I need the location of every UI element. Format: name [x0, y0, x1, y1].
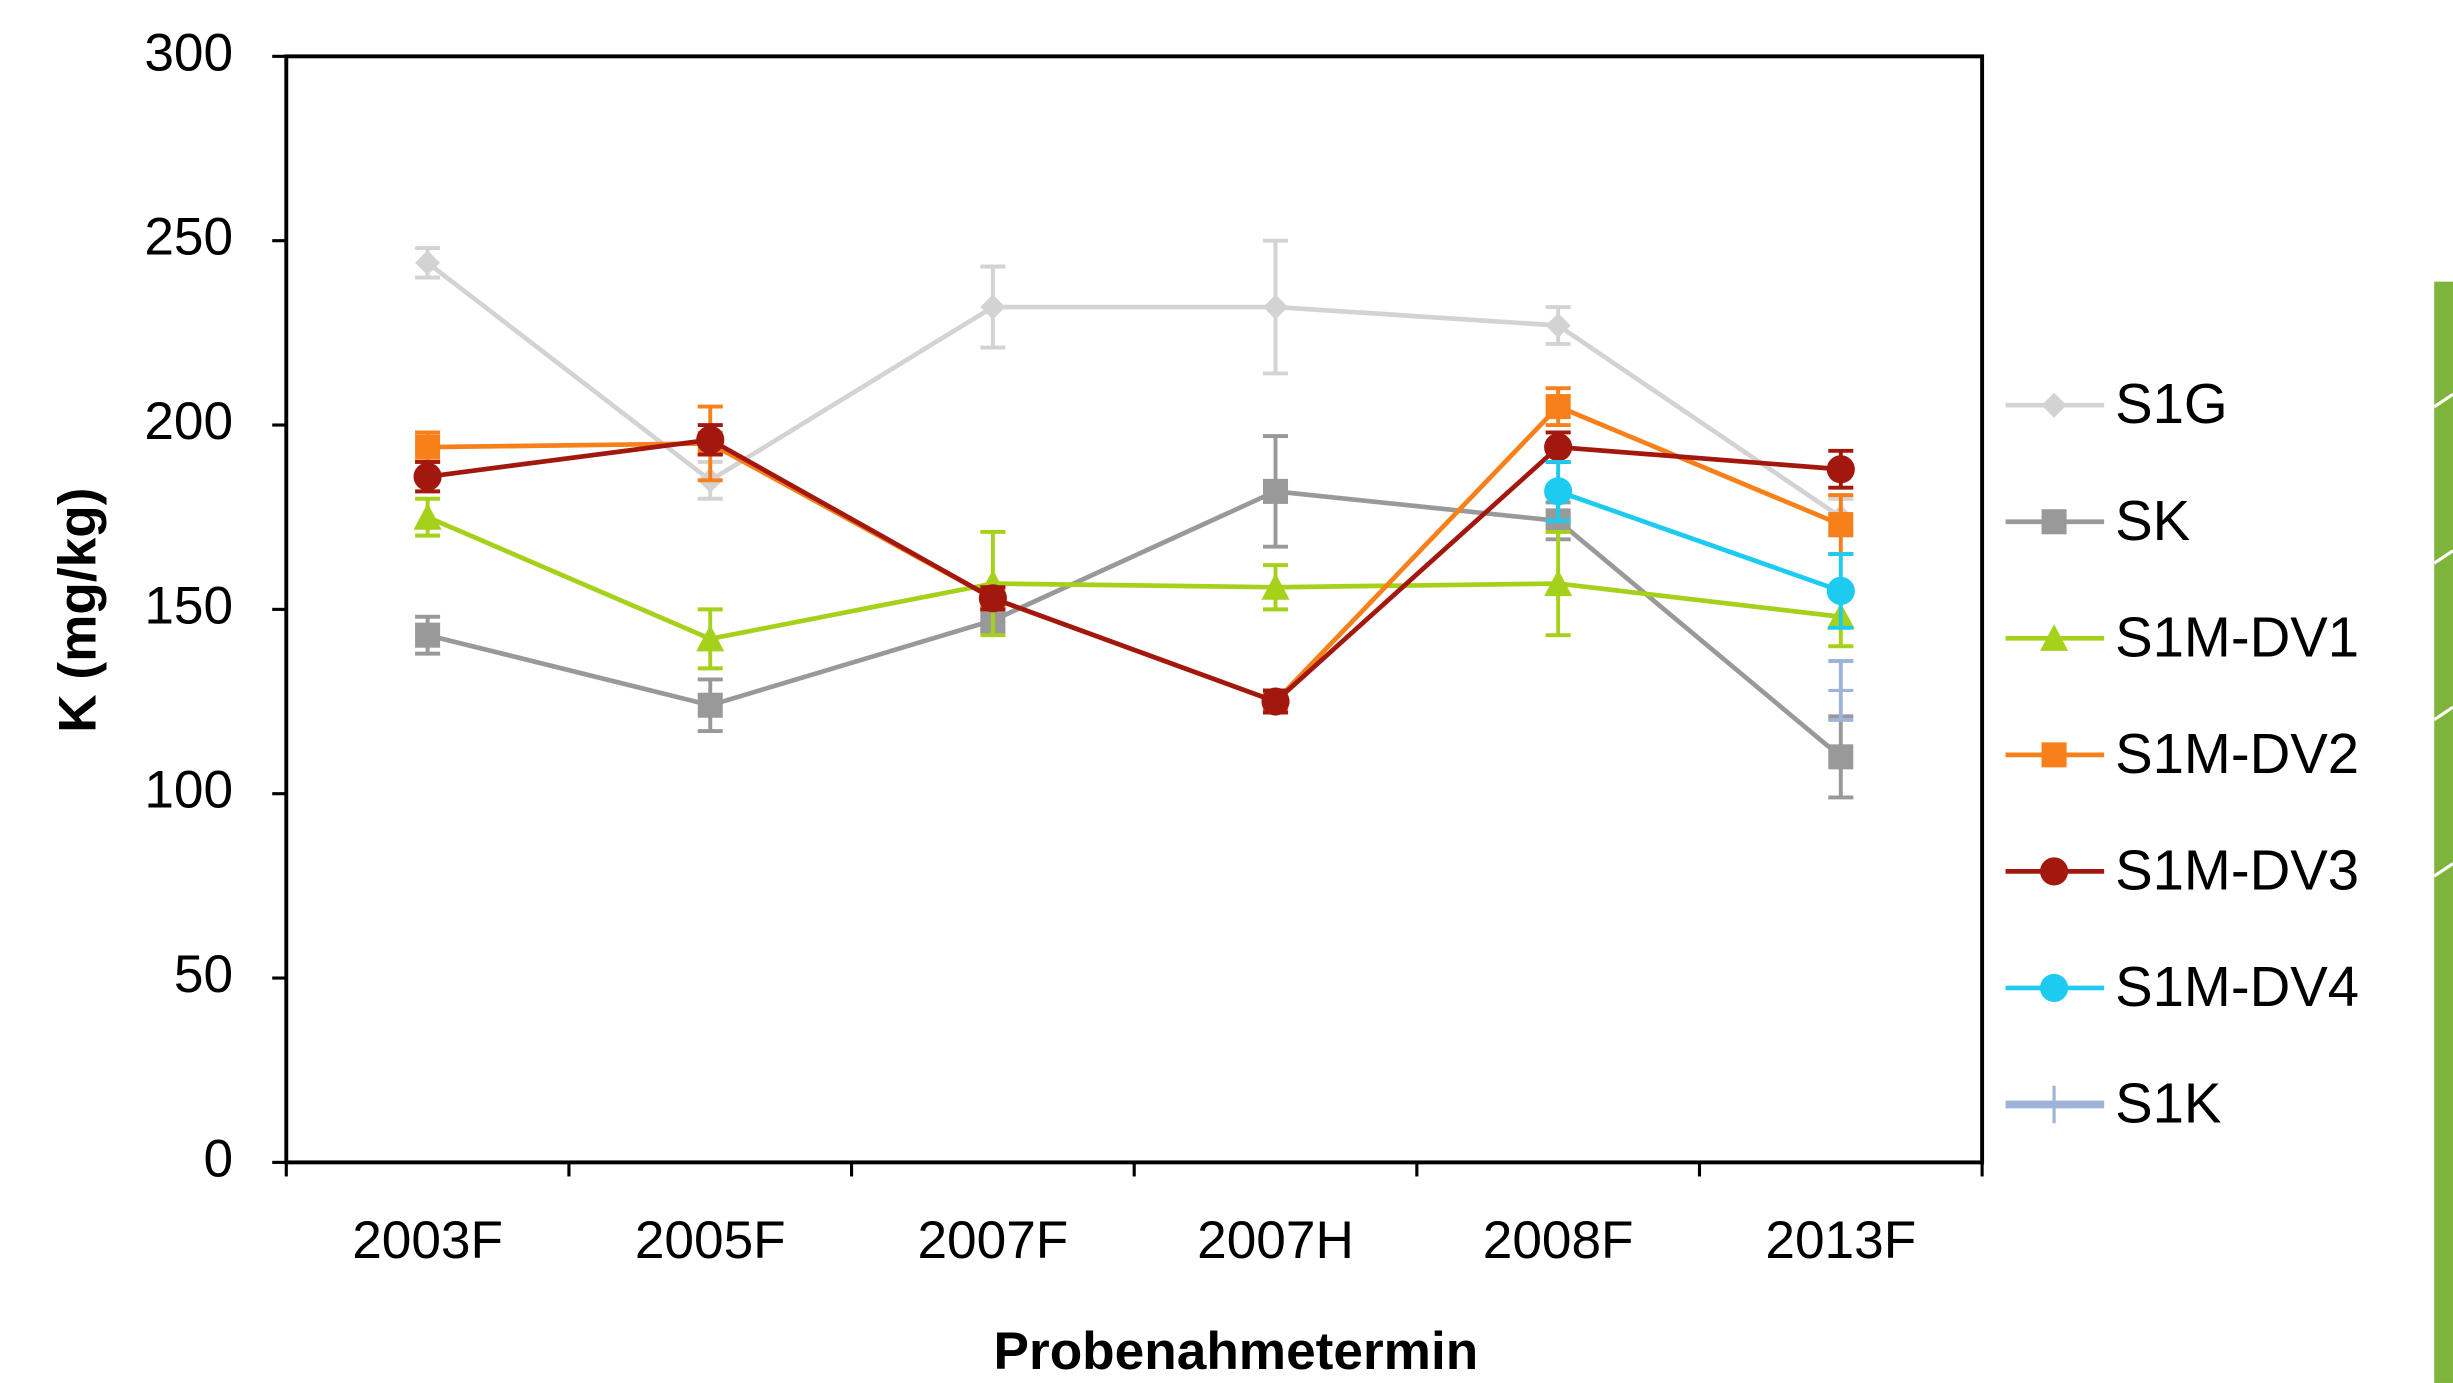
marker	[1544, 433, 1572, 461]
legend-label: S1M-DV1	[2115, 605, 2359, 668]
marker	[1263, 295, 1288, 320]
series-line	[428, 491, 1841, 756]
marker	[414, 503, 442, 530]
marker	[1546, 394, 1571, 419]
plot-frame	[286, 56, 1982, 1162]
marker	[2042, 1086, 2067, 1124]
legend-label: S1M-DV2	[2115, 722, 2359, 785]
x-tick-label: 2007H	[1197, 1211, 1354, 1270]
marker	[2040, 857, 2068, 885]
y-tick-label: 200	[144, 392, 233, 451]
decoration	[2434, 282, 2453, 1383]
y-tick-label: 300	[144, 23, 233, 82]
x-tick-label: 2013F	[1765, 1211, 1916, 1270]
x-axis-title: Probenahmetermin	[994, 1322, 1479, 1381]
marker	[1828, 744, 1853, 769]
marker	[1261, 687, 1289, 715]
series	[415, 241, 1853, 536]
y-axis-title: K (mg/kg)	[48, 488, 107, 733]
x-tick-label: 2008F	[1483, 1211, 1634, 1270]
marker	[2040, 974, 2068, 1002]
y-tick-label: 100	[144, 761, 233, 820]
page: {"chart_data": {"type": "line", "x_label…	[0, 0, 2453, 1383]
y-tick-label: 0	[204, 1129, 234, 1188]
marker	[698, 693, 723, 718]
legend-label: SK	[2115, 489, 2190, 552]
marker	[1827, 577, 1855, 605]
series	[1544, 462, 1855, 628]
legend-label: S1M-DV4	[2115, 955, 2359, 1018]
legend-label: S1M-DV3	[2115, 838, 2359, 901]
series	[1828, 661, 1853, 720]
series	[415, 436, 1853, 797]
legend-label: S1G	[2115, 372, 2228, 435]
marker	[980, 295, 1005, 320]
x-tick-label: 2005F	[635, 1211, 786, 1270]
series	[414, 499, 1855, 669]
marker	[1544, 477, 1572, 505]
marker	[1263, 479, 1288, 504]
marker	[2042, 742, 2067, 767]
y-tick-label: 150	[144, 576, 233, 635]
marker	[415, 435, 440, 460]
series	[414, 425, 1855, 716]
series-line	[428, 440, 1841, 702]
y-tick-label: 250	[144, 208, 233, 267]
marker	[2042, 393, 2067, 418]
chart: Probenahmetermin K (mg/kg) 0 50 100 150 200 2…	[0, 0, 2453, 1383]
marker	[1827, 455, 1855, 483]
legend-label: S1K	[2115, 1072, 2221, 1135]
marker	[1828, 672, 1853, 710]
marker	[2042, 509, 2067, 534]
side-band	[2434, 282, 2453, 1383]
series	[415, 388, 1853, 714]
marker	[415, 623, 440, 648]
marker	[414, 463, 442, 491]
marker	[979, 584, 1007, 612]
x-tick-label: 2007F	[917, 1211, 1068, 1270]
y-tick-label: 50	[174, 945, 233, 1004]
marker	[696, 426, 724, 454]
marker	[1828, 512, 1853, 537]
x-tick-label: 2003F	[352, 1211, 503, 1270]
series-line	[428, 263, 1841, 517]
